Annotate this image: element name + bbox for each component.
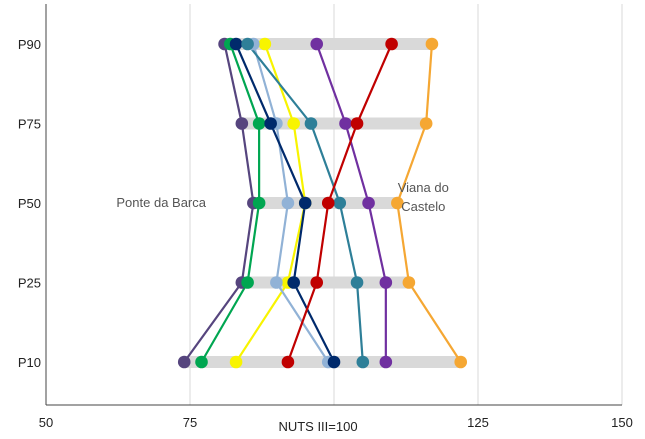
axes	[45, 4, 622, 406]
data-point	[379, 276, 393, 289]
data-point	[252, 117, 266, 130]
annotation-label: Ponte da Barca	[116, 195, 206, 210]
data-point	[304, 117, 318, 130]
data-point	[350, 276, 364, 289]
data-point	[177, 355, 191, 369]
data-point	[391, 196, 404, 210]
data-point	[321, 196, 335, 210]
data-point	[350, 117, 364, 130]
data-point	[241, 37, 254, 51]
data-point	[252, 196, 266, 210]
data-point	[402, 276, 416, 289]
y-tick-label: P25	[18, 276, 41, 291]
x-tick-label: 125	[467, 415, 489, 430]
annotation-label: Viana do	[398, 180, 449, 195]
y-tick-label: P50	[18, 196, 41, 211]
x-tick-label: 50	[39, 415, 53, 430]
data-point	[379, 355, 393, 369]
data-point	[362, 196, 375, 210]
data-point	[298, 196, 312, 210]
y-tick-label: P10	[18, 355, 41, 370]
annotations: Ponte da Barca Viana do Castelo	[116, 180, 448, 214]
x-tick-labels: 50 75 125 150	[39, 415, 633, 430]
data-point	[310, 37, 324, 51]
data-point	[241, 276, 254, 289]
data-point	[229, 37, 243, 51]
data-point	[310, 276, 324, 289]
data-point	[229, 355, 243, 369]
data-point	[327, 355, 341, 369]
data-point	[195, 355, 208, 369]
x-tick-label: 75	[183, 415, 197, 430]
data-point	[264, 117, 277, 130]
data-point	[454, 355, 468, 369]
data-point	[281, 355, 295, 369]
y-tick-labels: P90 P75 P50 P25 P10	[18, 37, 41, 370]
data-point	[339, 117, 352, 130]
data-point	[258, 37, 272, 51]
data-point	[287, 276, 300, 289]
series-points	[177, 37, 468, 369]
range-bar	[241, 117, 427, 130]
annotation-label: Castelo	[401, 199, 445, 214]
range-bar	[224, 38, 432, 50]
data-point	[270, 276, 283, 289]
x-tick-label: 150	[611, 415, 633, 430]
x-axis-label: NUTS III=100	[278, 419, 357, 434]
data-point	[419, 117, 433, 130]
data-point	[287, 117, 300, 130]
y-tick-label: P90	[18, 37, 41, 52]
data-point	[385, 37, 398, 51]
data-point	[281, 196, 295, 210]
data-point	[235, 117, 249, 130]
data-point	[333, 196, 347, 210]
data-point	[425, 37, 439, 51]
gridlines	[189, 4, 623, 405]
y-tick-label: P75	[18, 117, 41, 132]
data-point	[356, 355, 370, 369]
